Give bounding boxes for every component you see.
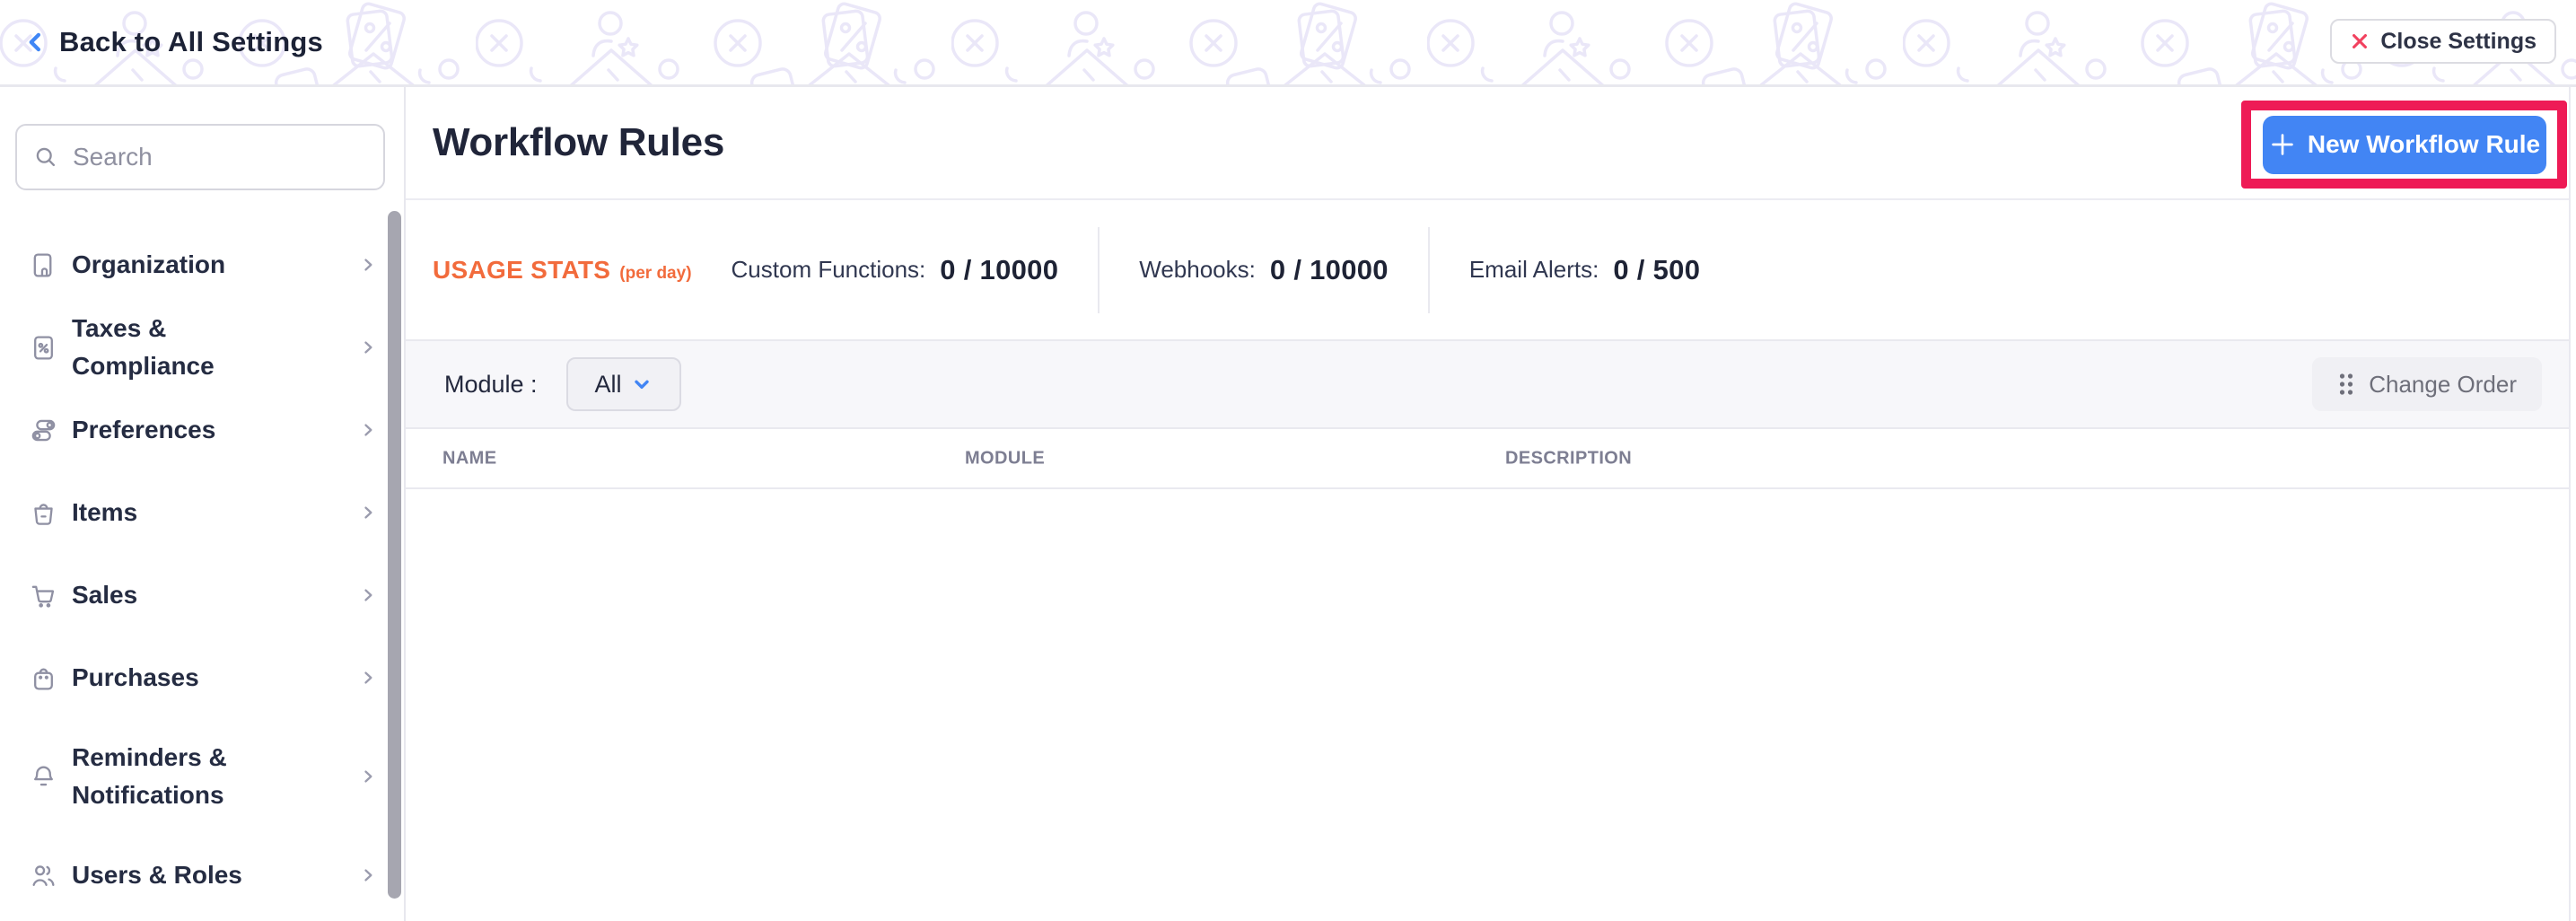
- back-to-all-settings-link[interactable]: Back to All Settings: [23, 0, 323, 84]
- stat-label: Email Alerts:: [1468, 256, 1599, 283]
- module-filter-selected-value: All: [594, 370, 622, 398]
- close-settings-button[interactable]: Close Settings: [2330, 19, 2556, 64]
- workflow-rules-panel: Workflow Rules New Workflow Rule USAGE S…: [406, 87, 2571, 921]
- sidebar-item-users-roles[interactable]: Users & Roles: [0, 834, 404, 917]
- sidebar-item-purchases[interactable]: Purchases: [0, 636, 404, 719]
- sidebar-item-sales[interactable]: Sales: [0, 554, 404, 636]
- sidebar-item-reminders-notifications[interactable]: Reminders & Notifications: [0, 719, 404, 834]
- stat-label: Custom Functions:: [731, 256, 926, 283]
- new-workflow-rule-label: New Workflow Rule: [2307, 130, 2541, 158]
- new-workflow-rule-button[interactable]: New Workflow Rule: [2262, 115, 2546, 174]
- workflow-table-empty-body: [406, 489, 2569, 918]
- stat-webhooks: Webhooks: 0 / 10000: [1139, 254, 1389, 286]
- back-link-label: Back to All Settings: [59, 26, 323, 57]
- sales-icon: [30, 582, 57, 610]
- usage-stats-title: USAGE STATS (per day): [433, 256, 692, 285]
- sidebar-item-label: Preferences: [72, 416, 216, 443]
- chevron-right-icon: [359, 768, 377, 785]
- chevron-right-icon: [359, 586, 377, 604]
- chevron-right-icon: [359, 338, 377, 356]
- sidebar-item-label: Reminders & Notifications: [72, 743, 227, 809]
- stat-value: 0 / 10000: [940, 253, 1059, 285]
- sidebar-item-label: Organization: [72, 250, 226, 278]
- usage-stats-heading: USAGE STATS: [433, 255, 611, 284]
- search-box: [15, 124, 397, 190]
- column-header-name: NAME: [442, 448, 497, 468]
- settings-topbar: Back to All Settings Close Settings: [0, 0, 2576, 87]
- sidebar-scrollbar-thumb[interactable]: [388, 211, 401, 899]
- search-icon: [33, 145, 58, 170]
- sidebar-menu: Organization Taxes & Compliance Prefer: [0, 224, 404, 917]
- sidebar-item-label: Taxes & Compliance: [72, 314, 215, 380]
- purchases-icon: [30, 664, 57, 692]
- sidebar-item-label: Items: [72, 498, 138, 526]
- chevron-right-icon: [359, 256, 377, 274]
- chevron-right-icon: [359, 421, 377, 439]
- users-roles-icon: [30, 862, 57, 890]
- page-title-row: Workflow Rules New Workflow Rule: [406, 87, 2569, 200]
- chevron-right-icon: [359, 504, 377, 522]
- search-input[interactable]: [73, 143, 397, 171]
- usage-stats-bar: USAGE STATS (per day) Custom Functions: …: [406, 200, 2569, 339]
- workflow-table-header: NAME MODULE DESCRIPTION: [406, 429, 2569, 489]
- stat-custom-functions: Custom Functions: 0 / 10000: [732, 254, 1059, 286]
- sidebar-item-label: Sales: [72, 581, 138, 609]
- sidebar-item-label: Purchases: [72, 663, 199, 691]
- stat-email-alerts: Email Alerts: 0 / 500: [1469, 254, 1700, 286]
- preferences-icon: [30, 417, 57, 444]
- items-icon: [30, 499, 57, 527]
- topbar-decorative-pattern: [0, 0, 2576, 84]
- taxes-compliance-icon: [30, 334, 57, 362]
- change-order-button[interactable]: Change Order: [2312, 357, 2542, 411]
- column-header-description: DESCRIPTION: [1505, 448, 1633, 468]
- sidebar-item-taxes-compliance[interactable]: Taxes & Compliance: [0, 306, 404, 389]
- sidebar-item-organization[interactable]: Organization: [0, 224, 404, 306]
- chevron-down-icon: [631, 373, 653, 395]
- close-button-label: Close Settings: [2380, 28, 2537, 54]
- change-order-label: Change Order: [2369, 370, 2517, 398]
- annotation-highlight-box: New Workflow Rule: [2241, 101, 2567, 189]
- page-title: Workflow Rules: [433, 120, 725, 164]
- close-icon: [2350, 31, 2370, 51]
- module-filter-bar: Module : All Change Order: [406, 339, 2569, 429]
- organization-icon: [30, 251, 57, 279]
- module-filter-dropdown[interactable]: All: [565, 357, 681, 411]
- stat-value: 0 / 500: [1613, 253, 1701, 285]
- sidebar-item-preferences[interactable]: Preferences: [0, 389, 404, 471]
- chevron-right-icon: [359, 669, 377, 687]
- sidebar-item-items[interactable]: Items: [0, 471, 404, 554]
- module-filter-label: Module :: [444, 370, 538, 398]
- usage-stats-subtitle: (per day): [619, 263, 692, 283]
- sidebar-item-label: Users & Roles: [72, 861, 242, 889]
- stats-divider: [1427, 226, 1430, 313]
- stat-label: Webhooks:: [1139, 256, 1256, 283]
- reminders-notifications-icon: [30, 763, 57, 791]
- chevron-left-icon: [23, 30, 48, 55]
- plus-icon: [2268, 130, 2297, 159]
- column-header-module: MODULE: [965, 448, 1046, 468]
- chevron-right-icon: [359, 866, 377, 884]
- stat-value: 0 / 10000: [1269, 253, 1389, 285]
- drag-handle-icon: [2337, 372, 2355, 397]
- settings-sidebar: Organization Taxes & Compliance Prefer: [0, 87, 406, 921]
- stats-divider: [1098, 226, 1100, 313]
